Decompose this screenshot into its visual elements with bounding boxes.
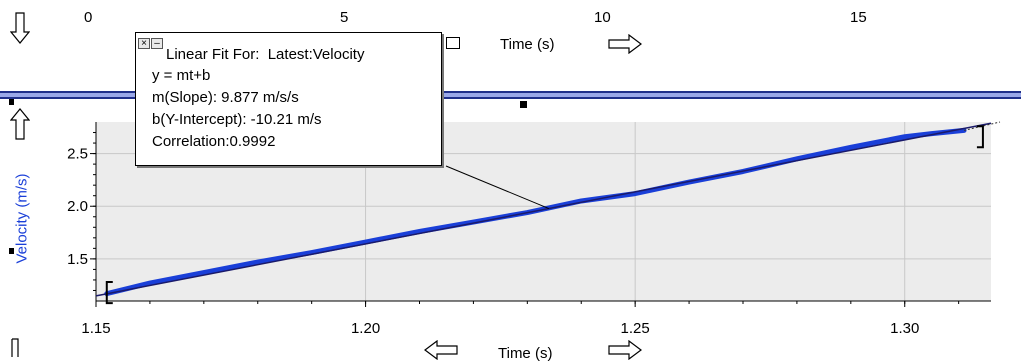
selection-bracket-left <box>105 281 113 305</box>
divider-handle-center[interactable] <box>520 101 527 108</box>
top-axis-tick: 10 <box>594 9 611 26</box>
top-axis-handle[interactable] <box>446 37 460 49</box>
scroll-right-arrow-icon[interactable] <box>608 340 642 360</box>
selection-bracket-right <box>976 125 984 149</box>
top-axis-tick: 15 <box>850 9 867 26</box>
y-tick-label: 2.5 <box>67 146 88 163</box>
x-tick-label: 1.15 <box>81 320 110 337</box>
scroll-up-arrow-icon[interactable] <box>10 108 30 140</box>
scroll-right-arrow-icon[interactable] <box>608 34 642 54</box>
linear-fit-intercept: b(Y-Intercept): -10.21 m/s <box>152 111 322 128</box>
x-tick-label: 1.25 <box>621 320 650 337</box>
y-axis-handle[interactable] <box>9 248 14 254</box>
x-tick-label: 1.20 <box>351 320 380 337</box>
x-tick-label: 1.30 <box>890 320 919 337</box>
linear-fit-slope: m(Slope): 9.877 m/s/s <box>152 89 299 106</box>
top-axis-tick: 0 <box>84 9 93 26</box>
divider-handle-left[interactable] <box>9 99 14 105</box>
y-tick-label: 2.0 <box>67 198 88 215</box>
graph-divider[interactable] <box>0 91 1021 99</box>
scroll-down-arrow-icon[interactable] <box>10 12 30 44</box>
minimize-icon[interactable]: – <box>151 38 163 49</box>
linear-fit-line <box>95 122 992 297</box>
y-tick-label: 1.5 <box>67 251 88 268</box>
linear-fit-title: Linear Fit For: Latest:Velocity <box>166 46 364 63</box>
linear-fit-correlation: Correlation:0.9992 <box>152 133 276 150</box>
close-icon[interactable]: × <box>138 38 150 49</box>
bottom-axis-label[interactable]: Time (s) <box>498 345 553 362</box>
top-axis-label[interactable]: Time (s) <box>500 36 555 53</box>
linear-fit-title-prefix: Linear Fit For: <box>166 46 260 63</box>
scroll-left-arrow-icon[interactable] <box>424 340 458 360</box>
linear-fit-source: Latest:Velocity <box>267 46 365 63</box>
scroll-down-arrow-icon[interactable] <box>8 338 22 358</box>
linear-fit-equation: y = mt+b <box>152 67 211 84</box>
top-axis-tick: 5 <box>340 9 349 26</box>
fit-box-leader-line <box>445 165 550 209</box>
linear-fit-box[interactable]: × – Linear Fit For: Latest:Velocity y = … <box>135 32 442 166</box>
